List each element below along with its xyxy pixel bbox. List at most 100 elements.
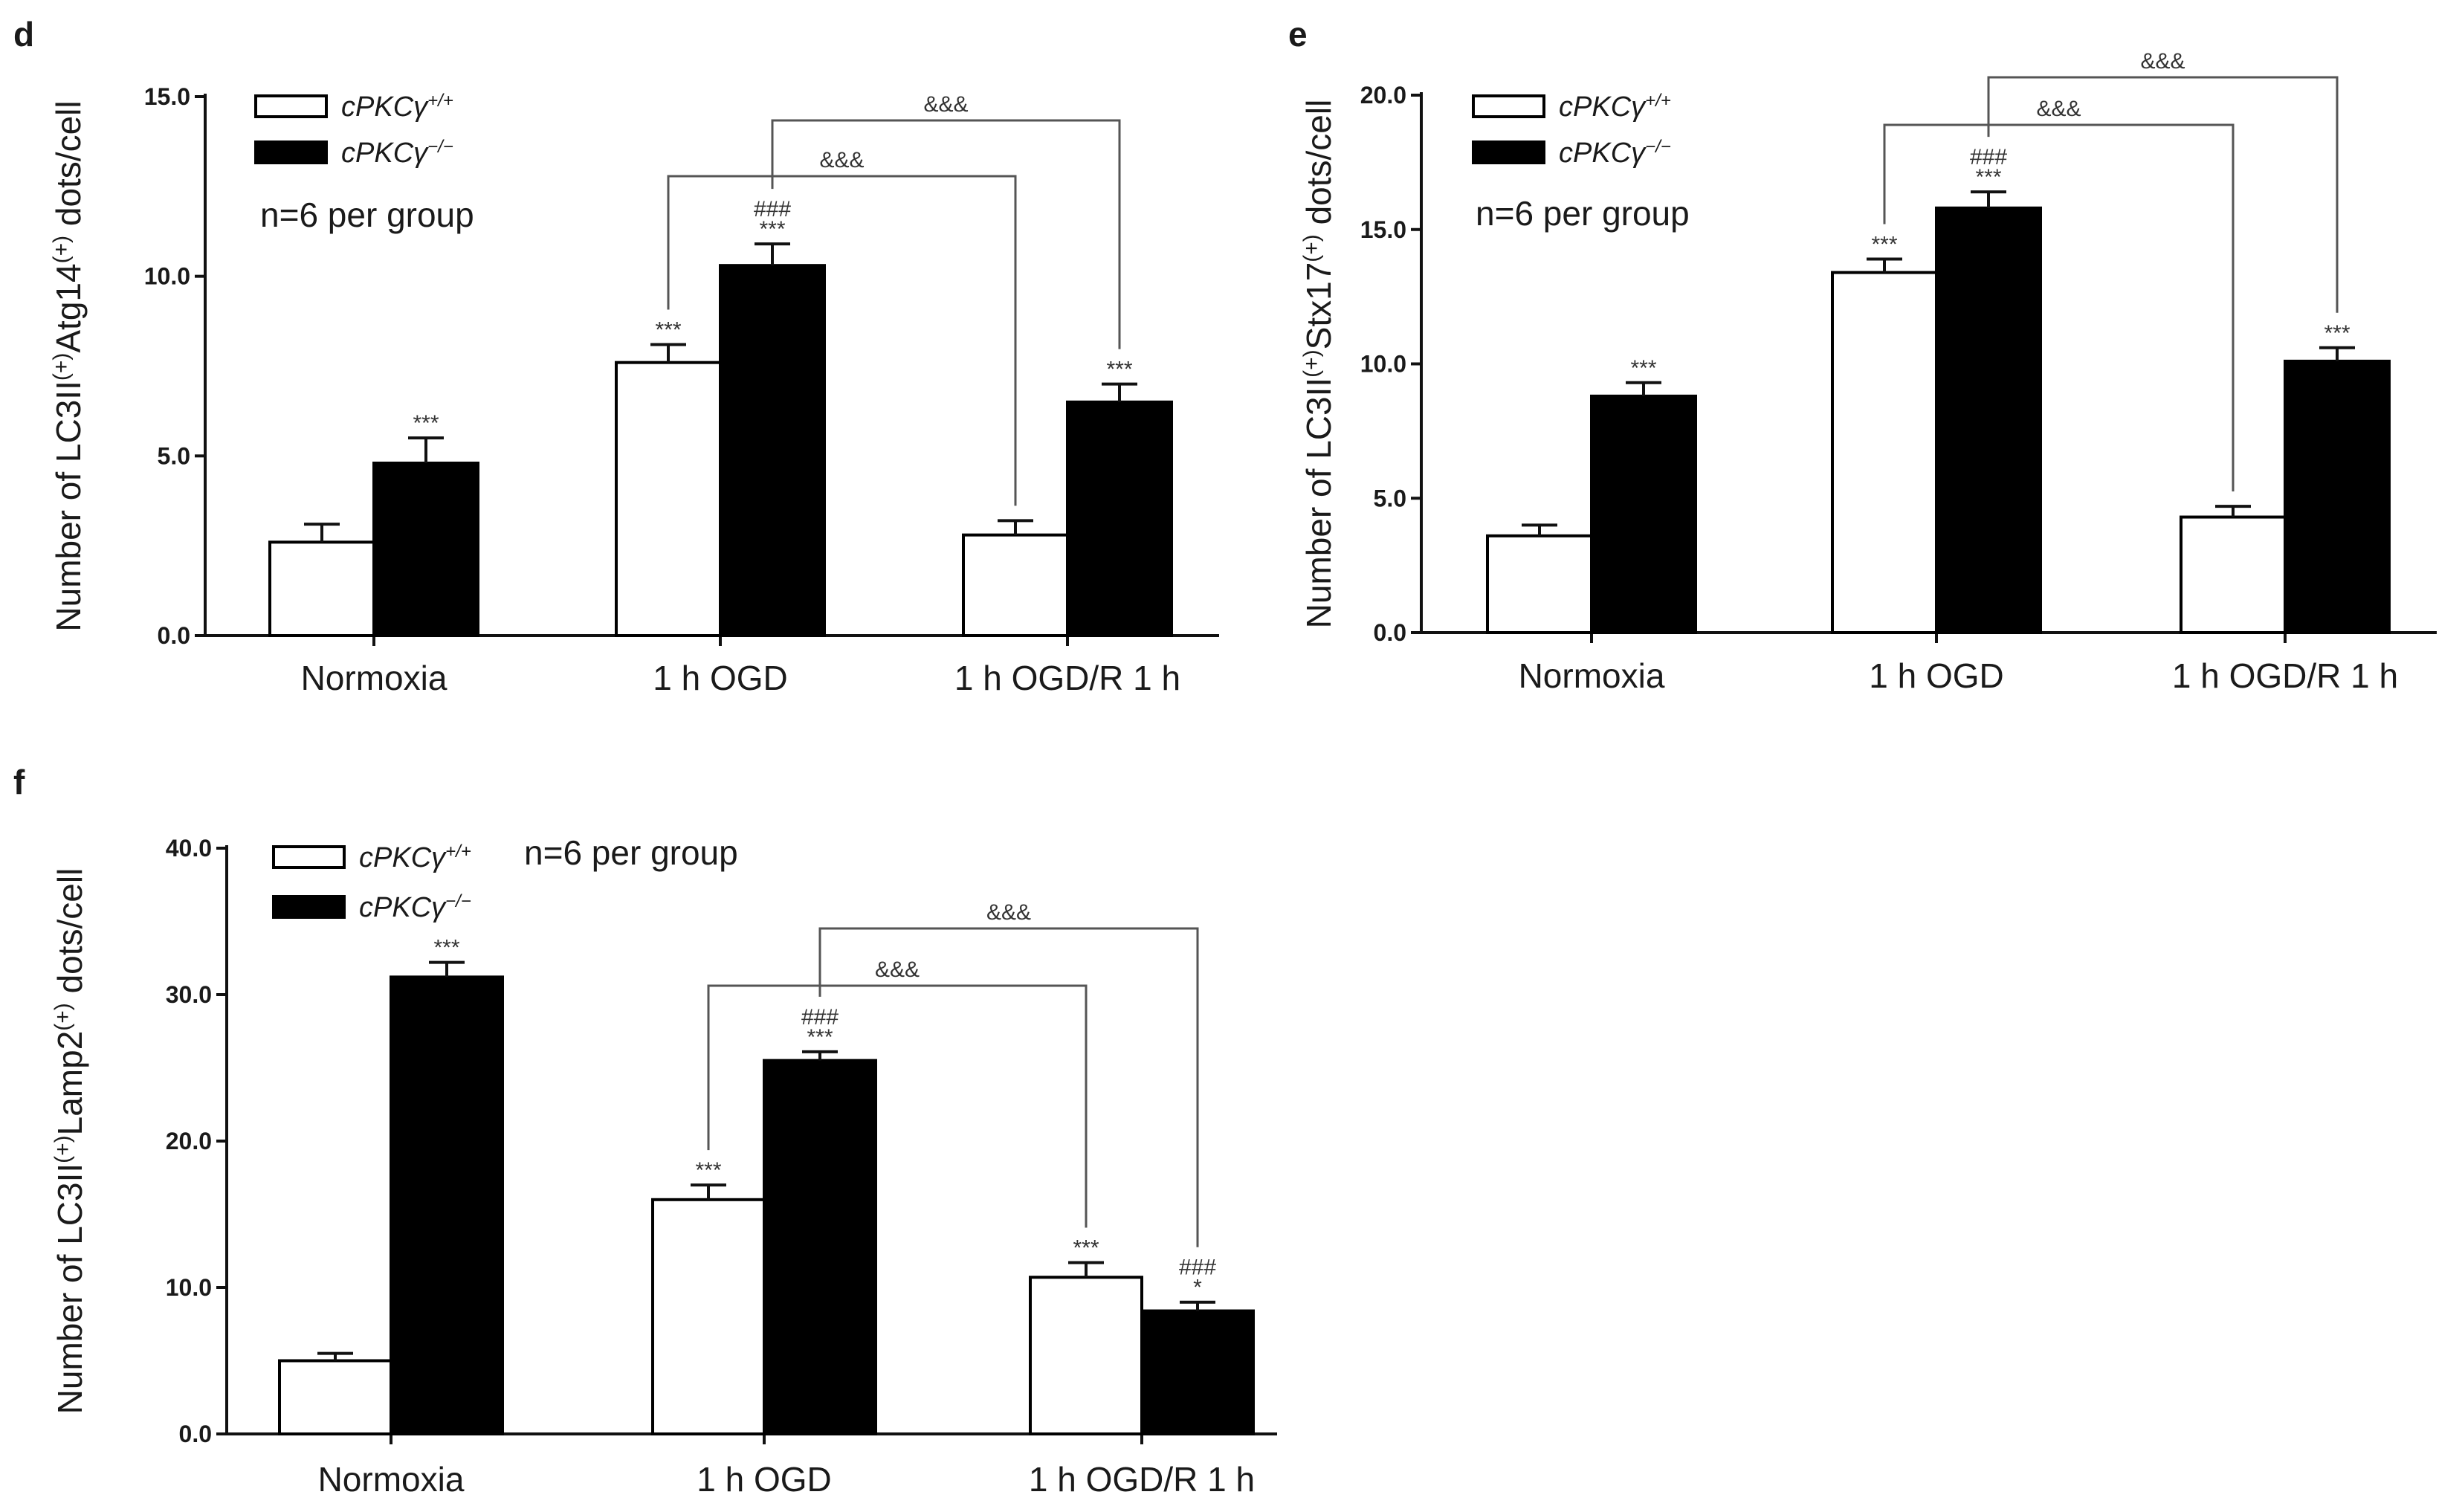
legend-genotype: +/+: [445, 841, 471, 862]
bar: [1066, 400, 1173, 637]
x-tick-label: 1 h OGD: [1869, 656, 2004, 695]
bar: [1590, 394, 1697, 634]
bar: [719, 264, 826, 637]
significance-label: ***: [655, 318, 681, 343]
panel-letter: d: [13, 15, 34, 54]
bracket-label: &&&: [2140, 49, 2185, 74]
legend-genotype: +/+: [1645, 91, 1671, 111]
y-label-sup: (+): [51, 1135, 75, 1163]
y-label-sup: (+): [49, 353, 74, 381]
x-tick-label: 1 h OGD/R 1 h: [954, 659, 1180, 697]
bar: [1935, 206, 2042, 634]
bar: [1029, 1276, 1143, 1435]
x-tick-label: 1 h OGD: [697, 1460, 832, 1499]
bar: [962, 533, 1069, 638]
bar: [2180, 515, 2287, 634]
significance-label: ***: [807, 1025, 833, 1050]
y-tick-label: 20.0: [1360, 82, 1406, 109]
y-tick-label: 15.0: [1360, 216, 1406, 243]
legend-genotype: −/−: [1645, 137, 1671, 157]
bracket-label: &&&: [2036, 97, 2081, 121]
y-axis-label: Number of LC3II(+)Stx17(+) dots/cell: [1299, 100, 1339, 629]
significance-label: ***: [413, 411, 439, 436]
chart-panel-e: e 0.0 5.0 10.0 15.0 20.0 Normoxia 1 h OGD 1 h OG…: [1288, 15, 2437, 695]
y-tick-label: 10.0: [1360, 351, 1406, 378]
significance-label: ***: [433, 936, 459, 960]
legend-swatch: [1472, 140, 1545, 164]
y-label-sup: (+): [49, 236, 74, 264]
significance-label: ###: [1179, 1256, 1216, 1280]
x-tick-label: 1 h OGD/R 1 h: [1029, 1460, 1255, 1499]
comparison-bracket: [1987, 76, 2339, 313]
bracket-label: &&&: [875, 957, 920, 982]
x-tick-label: 1 h OGD: [653, 659, 788, 697]
y-label-part: dots/cell: [1299, 100, 1338, 235]
legend-swatch: [254, 94, 328, 118]
panel-letter: f: [13, 763, 25, 801]
sample-size-note: n=6 per group: [260, 196, 474, 234]
legend-swatch: [1472, 94, 1545, 118]
legend-genotype: −/−: [445, 891, 471, 911]
y-label-sup: (+): [1299, 234, 1324, 262]
legend-name: cPKCγ: [1559, 91, 1647, 123]
legend-label: cPKCγ+/+: [359, 841, 471, 874]
y-tick-label: 0.0: [158, 622, 190, 649]
legend-label: cPKCγ−/−: [359, 891, 471, 924]
legend-swatch: [272, 845, 346, 869]
bar: [268, 540, 375, 637]
legend-genotype: −/−: [427, 137, 453, 157]
bar: [763, 1059, 877, 1436]
bar: [615, 361, 722, 637]
significance-label: ###: [1970, 145, 2007, 169]
comparison-bracket: [1883, 123, 2235, 492]
significance-label: ###: [801, 1005, 839, 1030]
y-tick-label: 5.0: [158, 442, 190, 469]
legend-swatch: [254, 140, 328, 164]
bracket-label: &&&: [819, 148, 864, 172]
y-tick-label: 40.0: [166, 835, 212, 862]
bracket-label: &&&: [986, 900, 1031, 925]
significance-label: ***: [695, 1158, 721, 1183]
chart-panel-d: d 0.0 5.0 10.0 15.0 Normoxia 1 h OGD 1 h OGD/R …: [13, 15, 1219, 697]
legend-name: cPKCγ: [341, 91, 429, 123]
x-tick-label: Normoxia: [1519, 656, 1665, 695]
legend-swatch: [272, 895, 346, 919]
y-label-part: Lamp2: [51, 1031, 89, 1136]
legend-label: cPKCγ+/+: [341, 91, 453, 123]
x-tick-label: 1 h OGD/R 1 h: [2172, 656, 2398, 695]
y-axis-label: Number of LC3II(+)Lamp2(+) dots/cell: [51, 868, 90, 1415]
y-label-part: Number of LC3II: [49, 381, 88, 631]
y-tick-label: 10.0: [166, 1274, 212, 1301]
bar: [651, 1198, 766, 1436]
bar: [372, 462, 479, 637]
significance-label: ***: [1106, 358, 1132, 382]
bar: [278, 1359, 392, 1435]
y-label-part: dots/cell: [51, 868, 89, 1004]
y-tick-label: 20.0: [166, 1128, 212, 1154]
legend-genotype: +/+: [427, 91, 453, 111]
panel-letter: e: [1288, 15, 1308, 54]
y-label-sup: (+): [51, 1003, 75, 1031]
sample-size-note: n=6 per group: [1476, 194, 1690, 233]
significance-label: ***: [759, 217, 785, 242]
significance-label: ***: [1871, 233, 1897, 257]
significance-label: ***: [1630, 356, 1656, 381]
comparison-bracket: [818, 927, 1199, 1247]
bar: [1486, 534, 1593, 634]
y-tick-label: 5.0: [1374, 485, 1406, 511]
y-label-part: Number of LC3II: [1299, 378, 1338, 628]
y-label-part: Number of LC3II: [51, 1163, 89, 1414]
bar: [1831, 271, 1938, 634]
x-tick-label: Normoxia: [318, 1460, 465, 1499]
y-tick-label: 10.0: [144, 263, 190, 290]
legend-name: cPKCγ: [359, 842, 447, 873]
bar: [390, 975, 504, 1435]
legend-label: cPKCγ+/+: [1559, 91, 1671, 123]
comparison-bracket: [771, 119, 1121, 349]
y-label-part: Atg14: [49, 263, 88, 352]
y-tick-label: 0.0: [1374, 619, 1406, 646]
y-label-part: dots/cell: [49, 100, 88, 236]
y-tick-label: 0.0: [179, 1421, 212, 1447]
y-tick-label: 15.0: [144, 83, 190, 110]
